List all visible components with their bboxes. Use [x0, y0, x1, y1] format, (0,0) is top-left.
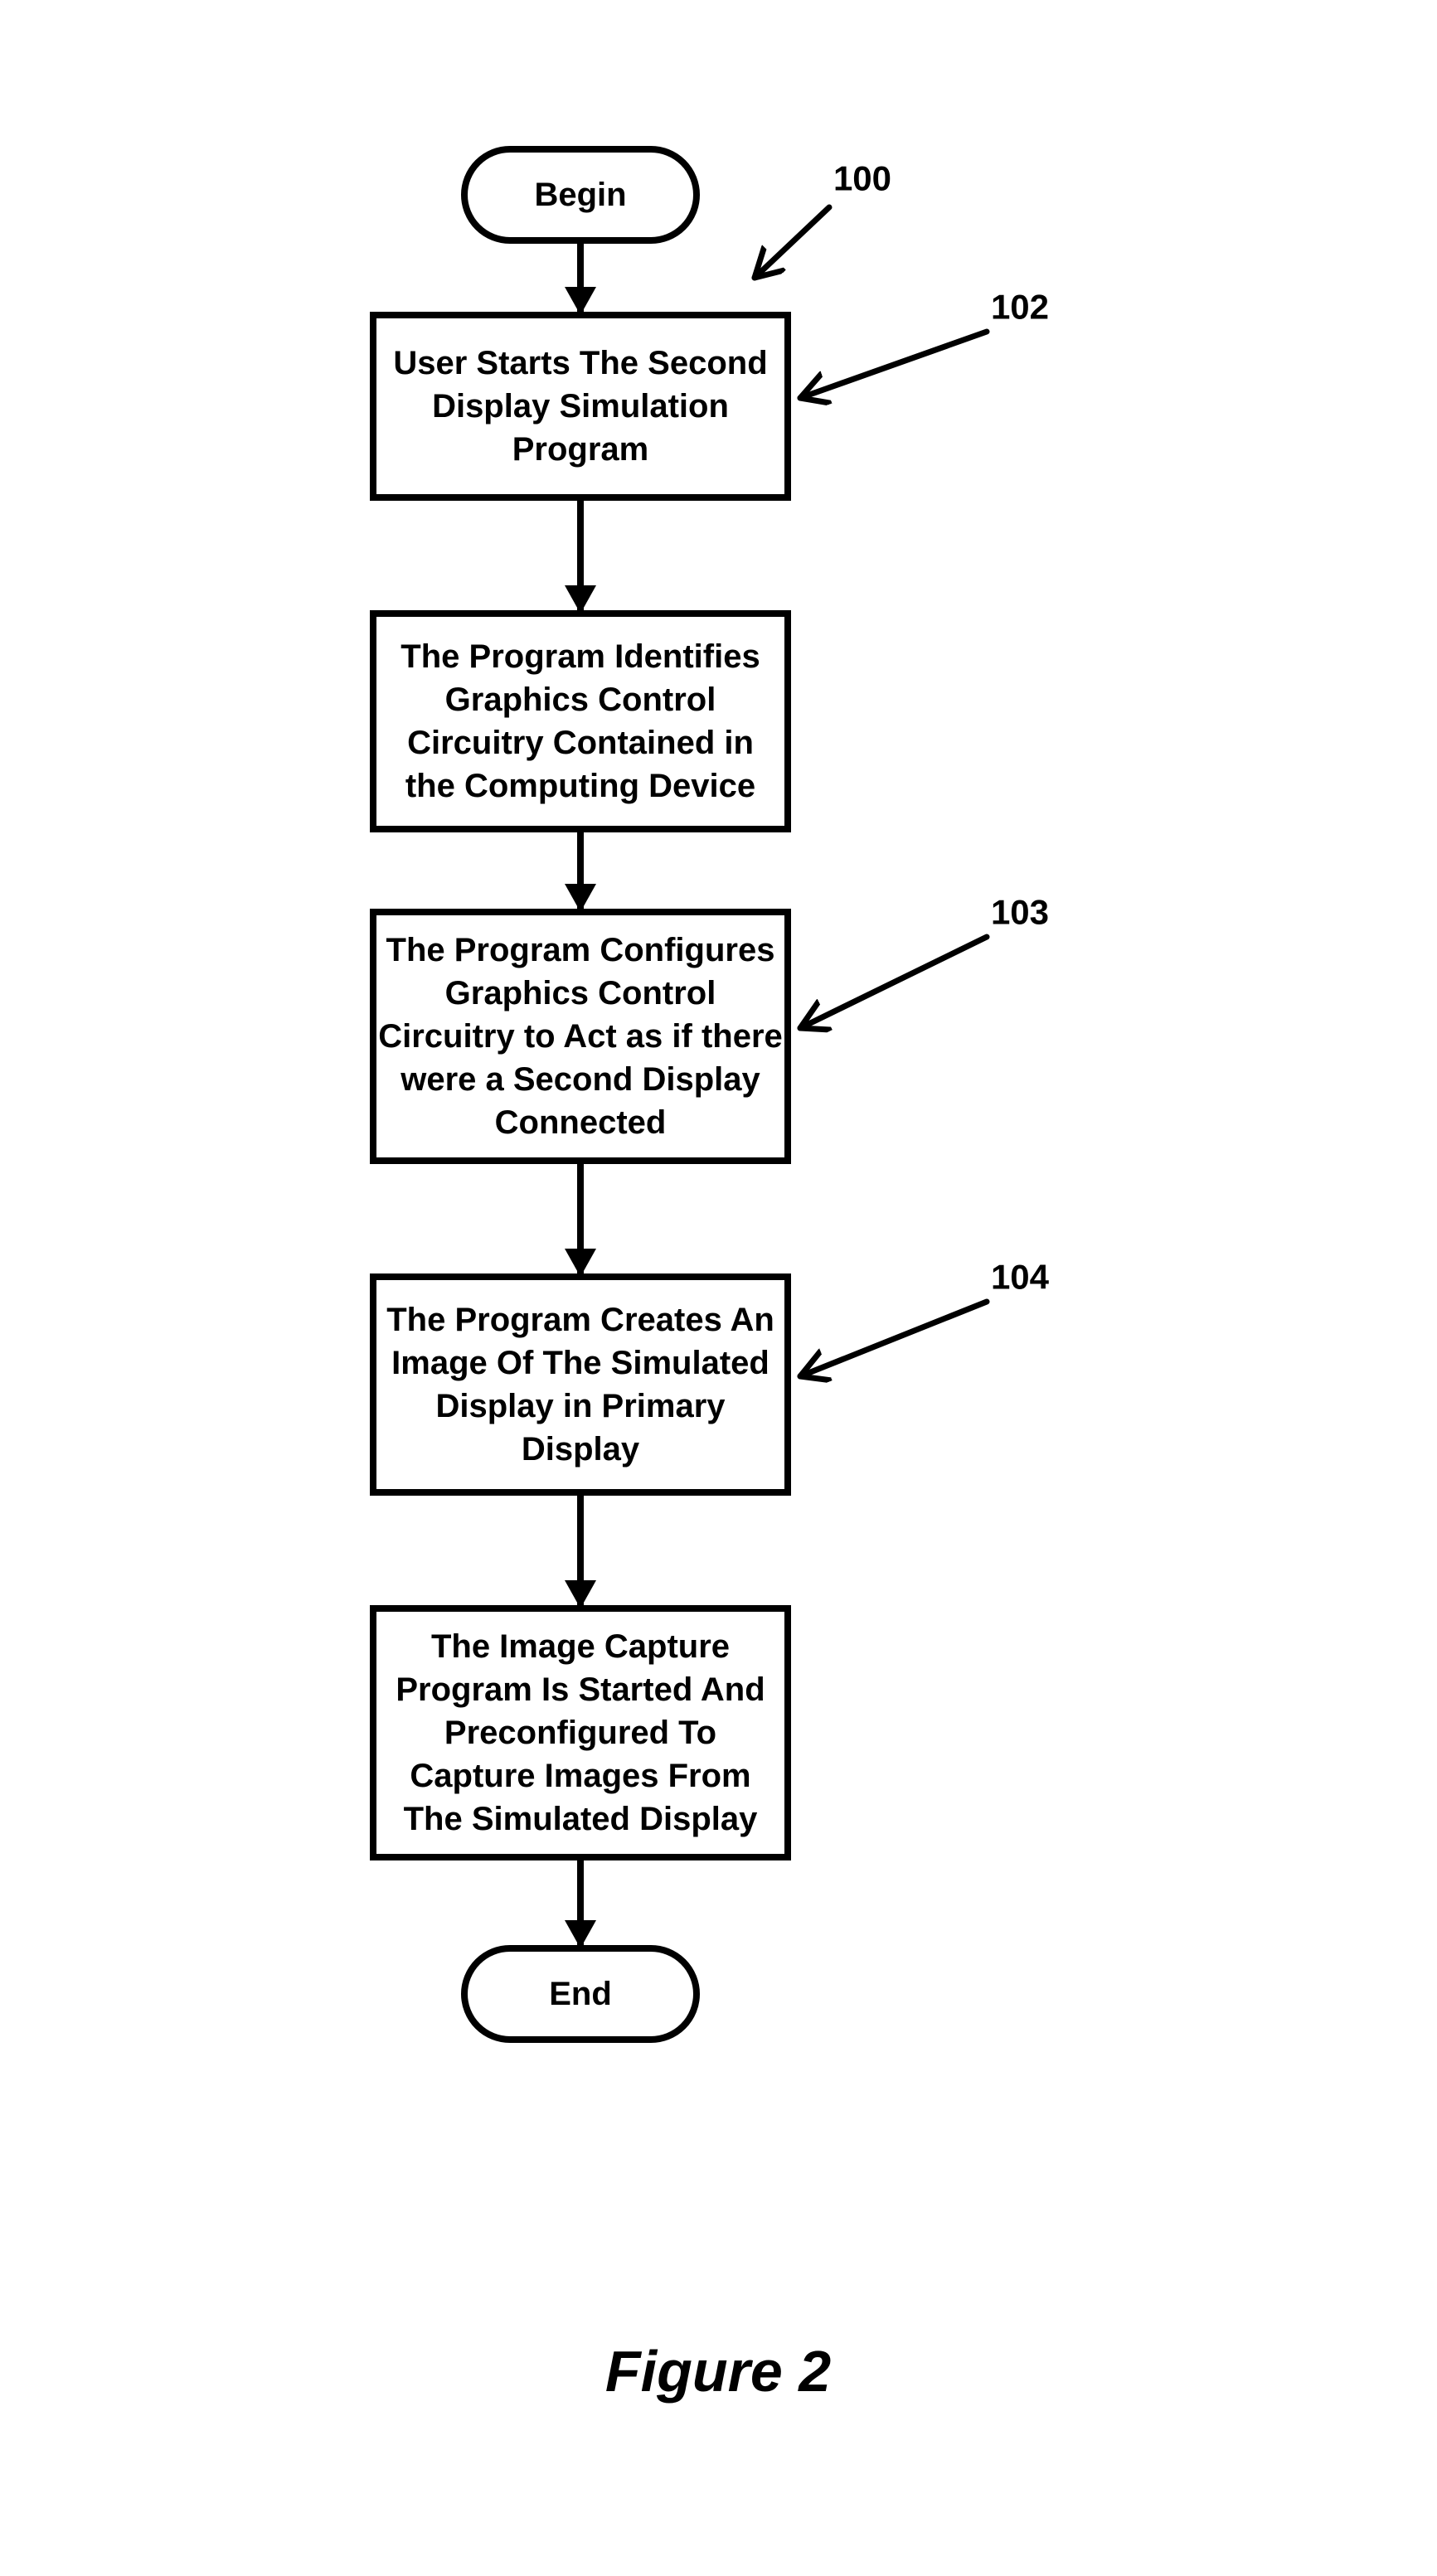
ref-103: 103 — [800, 893, 1049, 1029]
ref-103-label: 103 — [991, 893, 1049, 932]
node-step3: The Program Configures Graphics Control Ci… — [373, 912, 788, 1161]
step1-line-1: Display Simulation — [432, 388, 729, 424]
end-label: End — [549, 1976, 612, 2012]
step3-line-2: Circuitry to Act as if there — [378, 1018, 783, 1055]
ref-102-label: 102 — [991, 288, 1049, 327]
node-step2: The Program Identifies Graphics Control Ci… — [373, 614, 788, 829]
step4-line-1: Image Of The Simulated — [391, 1345, 769, 1381]
figure-caption: Figure 2 — [605, 2339, 831, 2404]
node-end: End — [464, 1948, 697, 2040]
step3-line-3: were a Second Display — [400, 1061, 760, 1098]
node-step1: User Starts The Second Display Simulation… — [373, 315, 788, 497]
node-begin: Begin — [464, 149, 697, 240]
step4-line-0: The Program Creates An — [386, 1302, 774, 1338]
step2-line-0: The Program Identifies — [401, 638, 760, 675]
step3-line-1: Graphics Control — [445, 975, 716, 1011]
step5-line-2: Preconfigured To — [444, 1715, 716, 1751]
node-step5: The Image Capture Program Is Started And P… — [373, 1608, 788, 1857]
step5-line-3: Capture Images From — [410, 1758, 750, 1794]
ref-100-label: 100 — [833, 159, 891, 198]
node-step4: The Program Creates An Image Of The Simul… — [373, 1277, 788, 1492]
step2-line-3: the Computing Device — [405, 768, 755, 804]
ref-102: 102 — [800, 288, 1049, 399]
step3-line-0: The Program Configures — [386, 932, 775, 968]
step4-line-2: Display in Primary — [435, 1388, 726, 1424]
step2-line-2: Circuitry Contained in — [407, 725, 754, 761]
ref-100: 100 — [755, 159, 891, 279]
ref-100-arrow — [755, 207, 829, 278]
ref-102-arrow — [800, 332, 987, 398]
step5-line-0: The Image Capture — [431, 1628, 730, 1665]
step3-line-4: Connected — [495, 1104, 667, 1141]
step5-line-4: The Simulated Display — [404, 1801, 759, 1837]
ref-104-arrow — [800, 1302, 987, 1376]
ref-104: 104 — [800, 1258, 1050, 1377]
step5-line-1: Program Is Started And — [396, 1671, 765, 1708]
begin-label: Begin — [534, 177, 626, 213]
ref-103-arrow — [800, 937, 987, 1028]
ref-104-label: 104 — [991, 1258, 1050, 1297]
step1-line-2: Program — [512, 431, 649, 468]
step4-line-3: Display — [522, 1431, 640, 1467]
step2-line-1: Graphics Control — [445, 682, 716, 718]
step1-line-0: User Starts The Second — [393, 345, 767, 381]
